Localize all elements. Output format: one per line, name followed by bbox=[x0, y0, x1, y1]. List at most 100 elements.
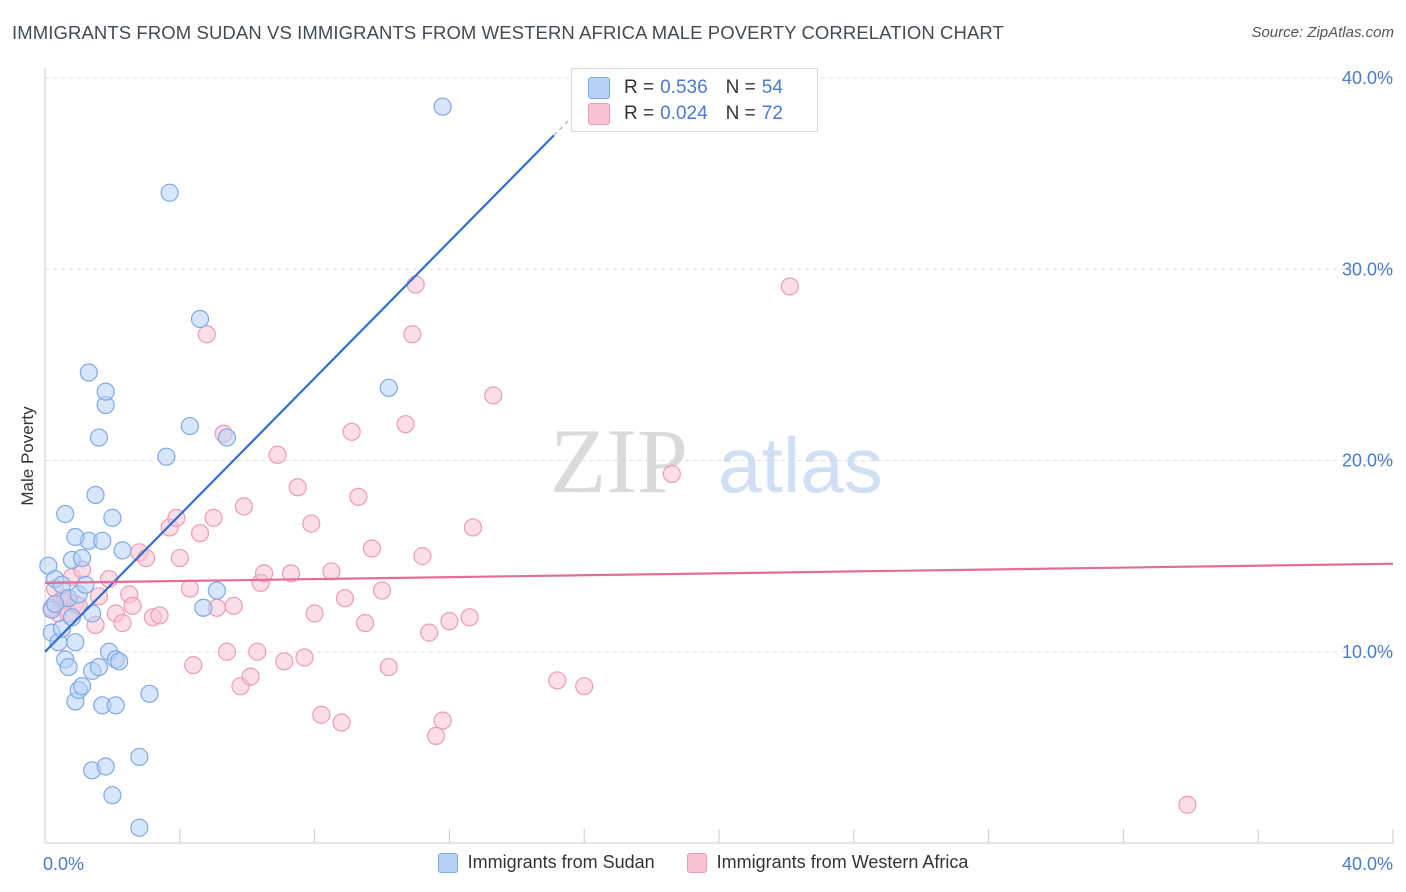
x-tick-label-min: 0.0% bbox=[43, 854, 84, 874]
point-western-africa bbox=[137, 548, 156, 568]
point-western-africa bbox=[420, 623, 439, 642]
point-western-africa bbox=[275, 652, 294, 671]
point-western-africa bbox=[254, 564, 274, 583]
point-sudan bbox=[72, 548, 92, 568]
point-western-africa bbox=[180, 579, 200, 598]
point-sudan bbox=[379, 378, 398, 397]
point-western-africa bbox=[99, 569, 119, 589]
chart-title: IMMIGRANTS FROM SUDAN VS IMMIGRANTS FROM… bbox=[12, 22, 1004, 43]
stats-swatch-wafrica bbox=[588, 103, 610, 125]
point-sudan bbox=[157, 447, 176, 466]
stats-n-value-sudan: 54 bbox=[761, 77, 783, 98]
point-sudan bbox=[217, 428, 237, 447]
point-sudan bbox=[96, 757, 115, 776]
stats-n-label: N = bbox=[725, 77, 756, 98]
point-western-africa bbox=[302, 514, 321, 533]
point-western-africa bbox=[295, 648, 314, 667]
point-western-africa bbox=[662, 464, 681, 483]
point-western-africa bbox=[413, 547, 432, 566]
y-axis-label: Male Poverty bbox=[18, 406, 37, 506]
stats-n-value-wafrica: 72 bbox=[761, 103, 783, 124]
point-western-africa bbox=[372, 581, 392, 600]
point-western-africa bbox=[484, 386, 503, 405]
point-sudan bbox=[46, 594, 65, 614]
bottom-legend: Immigrants from Sudan Immigrants from We… bbox=[0, 852, 1406, 873]
point-sudan bbox=[89, 428, 109, 447]
point-sudan bbox=[52, 619, 71, 638]
point-western-africa bbox=[197, 325, 216, 344]
point-western-africa bbox=[1178, 795, 1197, 814]
point-sudan bbox=[56, 504, 75, 524]
stats-r-value-sudan: 0.536 bbox=[660, 77, 708, 98]
y-tick-label: 30.0% bbox=[1342, 259, 1393, 279]
point-western-africa bbox=[113, 613, 132, 633]
source-label: Source: ZipAtlas.com bbox=[1251, 24, 1394, 41]
point-western-africa bbox=[349, 487, 368, 506]
point-western-africa bbox=[305, 604, 324, 623]
point-sudan bbox=[103, 508, 122, 527]
point-western-africa bbox=[268, 445, 287, 464]
point-western-africa bbox=[190, 524, 210, 543]
point-sudan bbox=[106, 696, 125, 715]
point-western-africa bbox=[548, 671, 567, 690]
point-western-africa bbox=[170, 548, 189, 568]
point-western-africa bbox=[150, 606, 169, 625]
point-sudan bbox=[103, 786, 122, 805]
watermark-atlas: atlas bbox=[718, 421, 883, 509]
legend-item-wafrica[interactable]: Immigrants from Western Africa bbox=[686, 852, 968, 873]
point-western-africa bbox=[322, 562, 341, 581]
series-western-africa-points bbox=[42, 275, 1197, 814]
stats-n-label: N = bbox=[725, 103, 756, 124]
point-western-africa bbox=[288, 478, 307, 497]
point-western-africa bbox=[460, 608, 479, 627]
point-western-africa bbox=[332, 713, 351, 732]
point-western-africa bbox=[433, 711, 452, 730]
point-sudan bbox=[93, 531, 112, 550]
point-sudan bbox=[130, 747, 149, 767]
stats-swatch-sudan bbox=[588, 77, 610, 99]
trend-line-western-africa bbox=[44, 562, 1394, 584]
point-western-africa bbox=[406, 275, 425, 294]
stats-r-label: R = bbox=[624, 77, 655, 98]
point-sudan bbox=[66, 633, 85, 652]
point-sudan bbox=[140, 684, 159, 703]
point-western-africa bbox=[224, 596, 243, 615]
point-western-africa bbox=[780, 277, 799, 296]
trend-line-sudan bbox=[44, 134, 555, 653]
point-sudan bbox=[180, 416, 200, 436]
point-sudan bbox=[79, 363, 98, 382]
x-tick-labels: 0.0% 40.0% bbox=[43, 854, 1393, 874]
point-sudan bbox=[72, 677, 92, 696]
point-western-africa bbox=[234, 497, 253, 516]
point-sudan bbox=[59, 657, 78, 677]
point-western-africa bbox=[248, 642, 267, 661]
legend-item-sudan[interactable]: Immigrants from Sudan bbox=[437, 852, 655, 873]
y-tick-label: 10.0% bbox=[1342, 642, 1393, 662]
point-sudan bbox=[194, 598, 213, 617]
watermark-zip: ZIP bbox=[550, 410, 688, 512]
y-tick-label: 20.0% bbox=[1342, 451, 1393, 471]
point-western-africa bbox=[281, 564, 301, 583]
stats-row-wafrica: R = 0.024 N = 72 bbox=[588, 103, 783, 125]
point-sudan bbox=[96, 382, 115, 401]
point-sudan bbox=[76, 575, 95, 594]
point-western-africa bbox=[123, 596, 142, 615]
point-sudan bbox=[83, 604, 102, 623]
point-sudan bbox=[130, 818, 149, 837]
point-western-africa bbox=[241, 667, 260, 686]
legend-swatch-wafrica bbox=[686, 852, 707, 873]
legend-swatch-sudan bbox=[437, 852, 458, 873]
point-western-africa bbox=[204, 508, 223, 527]
point-sudan bbox=[160, 183, 179, 202]
point-sudan bbox=[86, 485, 105, 505]
point-western-africa bbox=[335, 589, 355, 608]
x-tick-marks bbox=[44, 829, 1394, 843]
point-sudan bbox=[433, 97, 452, 116]
point-western-africa bbox=[575, 677, 594, 696]
point-western-africa bbox=[217, 642, 237, 661]
point-western-africa bbox=[403, 325, 422, 344]
point-western-africa bbox=[426, 726, 446, 746]
point-western-africa bbox=[440, 612, 459, 631]
stats-r-label: R = bbox=[624, 103, 655, 124]
